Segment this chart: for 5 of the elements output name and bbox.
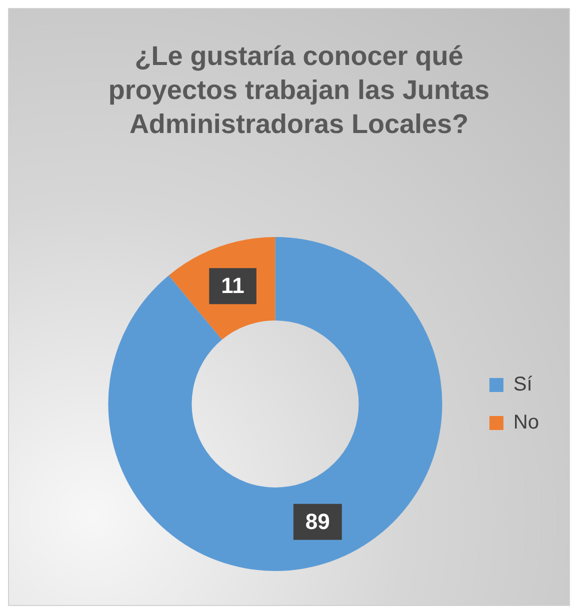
data-label: 89 <box>305 508 330 534</box>
data-label: 11 <box>221 273 244 298</box>
legend-label: Sí <box>513 374 533 396</box>
chart-title: ¿Le gustaría conocer qué proyectos trabajan las Juntas Administradoras Locales? <box>107 40 491 141</box>
legend-label: No <box>513 412 540 434</box>
